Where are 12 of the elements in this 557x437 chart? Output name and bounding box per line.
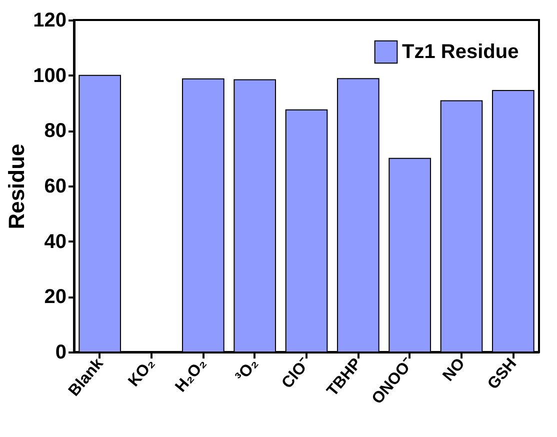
y-tick-label: 40 <box>44 230 66 253</box>
x-tick-label: NO <box>440 355 468 385</box>
y-tick-label: 0 <box>55 342 66 364</box>
x-tick-label: KO₂ <box>125 355 158 390</box>
y-tick-label: 20 <box>44 286 66 308</box>
legend-label: Tz1 Residue <box>402 41 519 63</box>
y-tick-label: 100 <box>33 64 66 87</box>
y-tick-label: 80 <box>44 120 66 142</box>
x-tick-label: ³O₂ <box>232 355 262 386</box>
y-tick-label: 60 <box>44 176 66 198</box>
y-tick-label: 120 <box>33 10 66 32</box>
y-axis-title: Residue <box>4 144 30 230</box>
